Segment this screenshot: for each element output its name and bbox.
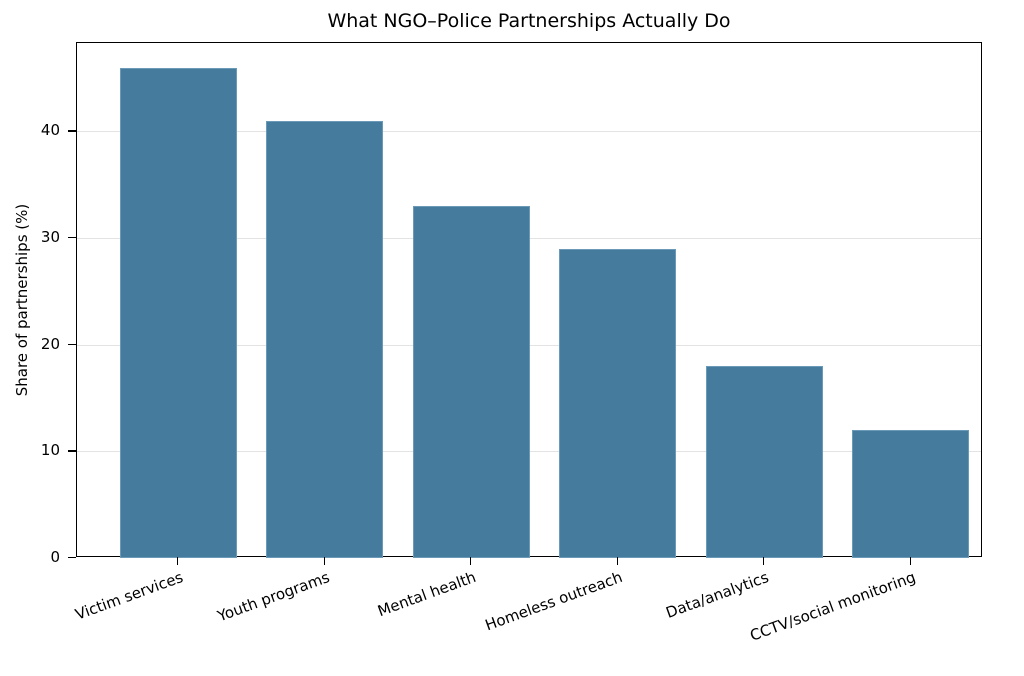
x-tick-label: Victim services xyxy=(72,568,186,624)
bar-data-analytics xyxy=(705,366,823,558)
y-tick-label: 30 xyxy=(40,228,60,247)
y-tick-label: 40 xyxy=(40,121,60,140)
x-tick-label: CCTV/social monitoring xyxy=(747,568,918,645)
y-tick-mark xyxy=(68,450,76,452)
plot-area xyxy=(76,42,982,558)
x-tick-label: Mental health xyxy=(375,568,479,621)
y-tick-mark xyxy=(68,557,76,559)
x-tick-mark xyxy=(177,557,179,565)
y-tick-mark xyxy=(68,237,76,239)
x-tick-mark xyxy=(470,557,472,565)
x-tick-mark xyxy=(616,557,618,565)
x-tick-mark xyxy=(763,557,765,565)
y-tick-mark xyxy=(68,130,76,132)
gridline xyxy=(77,131,981,133)
bar-cctv-social-monitoring xyxy=(852,430,969,558)
bar-victim-services xyxy=(119,67,237,558)
chart-title: What NGO–Police Partnerships Actually Do xyxy=(327,10,731,32)
y-tick-label: 10 xyxy=(40,441,60,460)
y-tick-label: 0 xyxy=(50,548,60,566)
x-tick-mark xyxy=(323,557,325,565)
x-tick-label: Data/analytics xyxy=(663,568,772,622)
x-tick-label: Youth programs xyxy=(214,568,332,626)
y-tick-mark xyxy=(68,343,76,345)
x-tick-mark xyxy=(909,557,911,565)
bar-mental-health xyxy=(412,206,530,558)
x-tick-label: Homeless outreach xyxy=(482,568,625,635)
bar-youth-programs xyxy=(266,120,383,558)
y-tick-label: 20 xyxy=(40,334,60,353)
bar-homeless-outreach xyxy=(559,248,676,558)
